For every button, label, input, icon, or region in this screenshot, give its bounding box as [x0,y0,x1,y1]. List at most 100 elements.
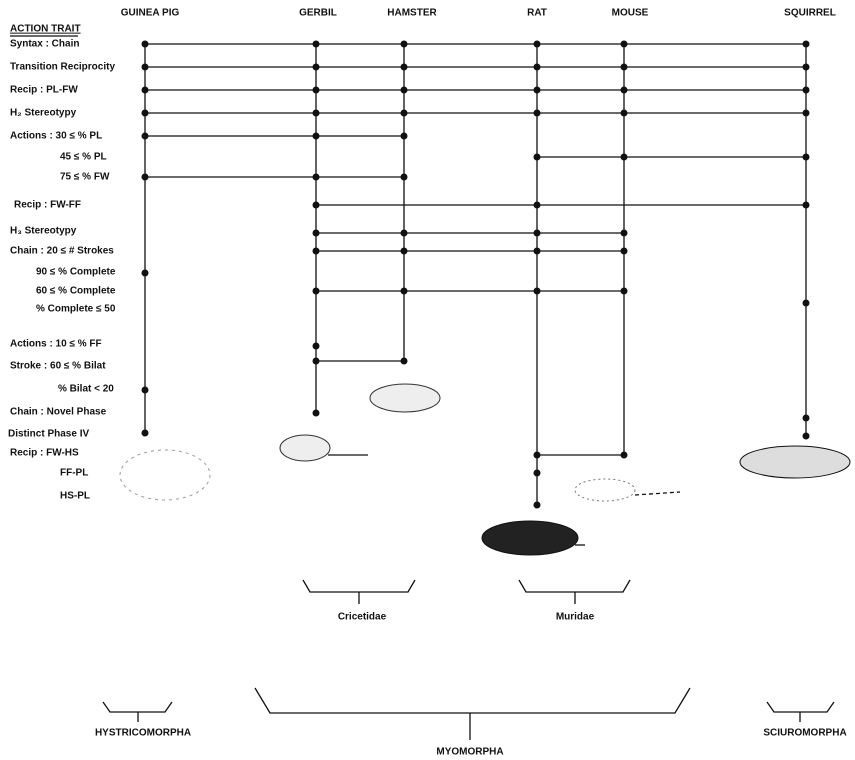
trait-node [534,288,541,295]
species-label: RAT [527,8,547,19]
suborder-label: MYOMORPHA [436,747,503,758]
trait-label: % Bilat < 20 [58,384,114,395]
species-label: HAMSTER [387,8,437,19]
trait-node [621,452,628,459]
trait-node [142,64,149,71]
brackets [103,580,834,740]
trait-node [313,288,320,295]
trait-node [313,358,320,365]
trait-node [621,154,628,161]
trait-label: Actions : 10 ≤ % FF [10,339,102,350]
suborder-label: SCIUROMORPHA [763,728,846,739]
species-label: GUINEA PIG [121,8,180,19]
trait-node [534,230,541,237]
trait-label: H₃ Stereotypy [10,226,77,237]
suborder-label: HYSTRICOMORPHA [95,728,191,739]
trait-node [621,87,628,94]
trait-node [803,87,810,94]
trait-node [803,202,810,209]
trait-label: 90 ≤ % Complete [36,267,116,278]
trait-node [401,288,408,295]
species-label: GERBIL [299,8,337,19]
trait-node [401,133,408,140]
trait-node [803,415,810,422]
trait-node [534,248,541,255]
species-label: MOUSE [612,8,649,19]
trait-node [142,110,149,117]
trait-node [401,41,408,48]
trait-label: Chain : Novel Phase [10,407,107,418]
trait-label: 60 ≤ % Complete [36,286,116,297]
trait-node [534,202,541,209]
trait-node [401,174,408,181]
trait-node [313,343,320,350]
trait-node [313,41,320,48]
trait-label: Recip : FW-HS [10,448,79,459]
trait-label: % Complete ≤ 50 [36,304,116,315]
trait-node [142,387,149,394]
trait-node [803,433,810,440]
trait-node [534,41,541,48]
trait-node [534,502,541,509]
hamster-sketch [370,384,440,412]
trait-label: Actions : 30 ≤ % PL [10,131,102,142]
trait-node [313,410,320,417]
trait-node [142,174,149,181]
trait-node [401,87,408,94]
trait-label: Distinct Phase IV [8,429,89,440]
trait-label: Syntax : Chain [10,39,79,50]
trait-node [313,248,320,255]
trait-node [313,174,320,181]
trait-node [401,248,408,255]
trait-node [621,230,628,237]
trait-label: Chain : 20 ≤ # Strokes [10,246,114,257]
animal-sketches [120,384,850,555]
trait-node [534,64,541,71]
hystricomorpha-bracket [103,702,172,712]
trait-node [401,230,408,237]
trait-label: Recip : PL-FW [10,85,78,96]
header: ACTION TRAIT [10,24,81,35]
species-label: SQUIRREL [784,8,836,19]
guinea-pig-sketch [120,450,210,500]
trait-node [142,430,149,437]
trait-node [313,87,320,94]
trait-node [621,288,628,295]
myomorpha-bracket [255,688,690,713]
cricetidae-bracket [303,580,415,592]
trait-node [313,230,320,237]
trait-label: 75 ≤ % FW [60,172,110,183]
trait-node [313,133,320,140]
family-label: Cricetidae [338,612,387,623]
trait-node [621,64,628,71]
family-label: Muridae [556,612,595,623]
trait-node [803,154,810,161]
trait-node [313,202,320,209]
trait-label: Stroke : 60 ≤ % Bilat [10,361,106,372]
trait-node [621,248,628,255]
trait-node [401,358,408,365]
trait-node [803,41,810,48]
squirrel-sketch [740,446,850,478]
trait-node [142,270,149,277]
trait-label: HS-PL [60,491,90,502]
trait-node [142,133,149,140]
trait-node [621,41,628,48]
rat-sketch [482,521,578,555]
trait-node [803,64,810,71]
trait-node [621,110,628,117]
muridae-bracket [519,580,630,592]
trait-node [803,300,810,307]
mouse-sketch [575,479,635,501]
trait-label: Transition Reciprocity [10,62,115,73]
gerbil-sketch [280,435,330,461]
trait-node [142,87,149,94]
mouse-tail [635,492,680,495]
trait-node [534,110,541,117]
trait-node [401,110,408,117]
trait-node [313,64,320,71]
trait-node [534,154,541,161]
trait-node [534,452,541,459]
trait-node [534,87,541,94]
trait-node [313,110,320,117]
